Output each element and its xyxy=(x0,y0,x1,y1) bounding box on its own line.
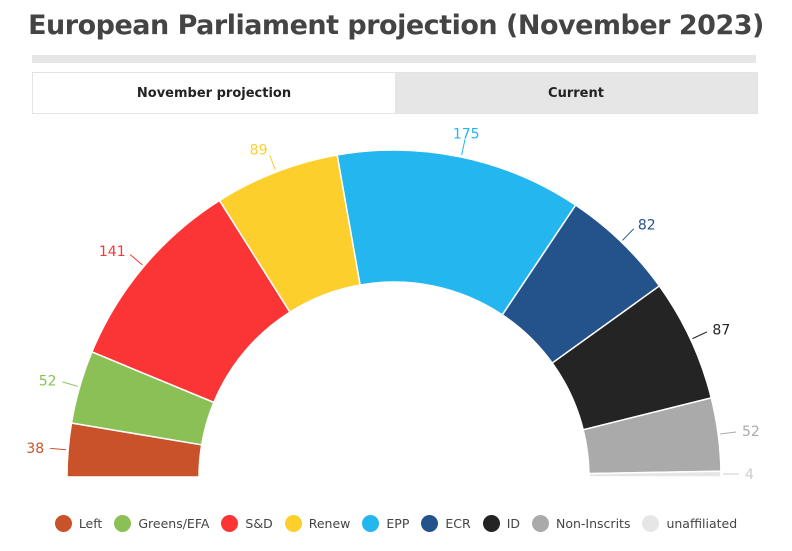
legend-swatch xyxy=(114,514,132,532)
label-connector-epp xyxy=(461,139,466,156)
legend-item-greens-efa[interactable]: Greens/EFA xyxy=(114,514,210,532)
hemicycle-svg: 38 52 141 89 175 82 87 52 4 xyxy=(26,127,760,483)
label-connector-renew xyxy=(269,155,276,171)
legend-label: unaffiliated xyxy=(666,515,738,531)
title-divider xyxy=(32,55,756,63)
projection-tabs: November projection Current xyxy=(32,72,758,114)
label-connector-greens-efa xyxy=(62,381,78,387)
seat-label-greens-efa: 52 xyxy=(39,373,57,389)
legend-item-renew[interactable]: Renew xyxy=(284,514,351,532)
legend-swatch xyxy=(482,514,500,532)
seat-label-s-d: 141 xyxy=(99,244,126,260)
legend-item-epp[interactable]: EPP xyxy=(362,514,410,532)
label-connector-id xyxy=(692,331,708,340)
label-connector-ecr xyxy=(622,228,635,241)
legend-label: Renew xyxy=(308,515,351,531)
legend-item-s-d[interactable]: S&D xyxy=(221,514,273,532)
legend-label: Non-Inscrits xyxy=(556,515,631,531)
legend-item-left[interactable]: Left xyxy=(54,514,103,532)
parliament-chart: 38 52 141 89 175 82 87 52 4 xyxy=(0,120,792,490)
seat-label-ecr: 82 xyxy=(638,218,656,234)
legend-swatch xyxy=(54,514,72,532)
legend-swatch xyxy=(532,514,549,532)
legend-item-non-inscrits[interactable]: Non-Inscrits xyxy=(532,514,631,532)
tab-november-projection[interactable]: November projection xyxy=(33,73,395,113)
seat-label-epp: 175 xyxy=(453,127,480,143)
legend-label: ID xyxy=(506,515,520,531)
seat-label-left: 38 xyxy=(26,441,44,457)
tab-current[interactable]: Current xyxy=(548,85,604,101)
seat-label-non-inscrits: 52 xyxy=(742,424,760,440)
legend-item-ecr[interactable]: ECR xyxy=(421,514,471,532)
legend-label: S&D xyxy=(245,515,273,531)
seat-label-id: 87 xyxy=(712,322,730,338)
legend: Left Greens/EFA S&D Renew EPP ECR ID Non-Inscri… xyxy=(0,510,792,536)
legend-swatch xyxy=(284,514,302,532)
legend-item-id[interactable]: ID xyxy=(482,514,520,532)
legend-label: EPP xyxy=(386,515,410,531)
chart-title: European Parliament projection (November… xyxy=(28,10,764,41)
legend-label: ECR xyxy=(445,515,471,531)
legend-swatch xyxy=(642,514,660,532)
label-connector-left xyxy=(50,447,67,451)
label-connector-s-d xyxy=(129,254,143,266)
legend-swatch xyxy=(362,514,380,532)
legend-swatch xyxy=(221,514,239,532)
legend-label: Left xyxy=(78,515,103,531)
label-connector-non-inscrits xyxy=(720,431,737,435)
legend-swatch xyxy=(421,514,439,532)
seat-label-renew: 89 xyxy=(250,143,268,159)
seat-label-unaffiliated: 4 xyxy=(745,467,754,483)
legend-label: Greens/EFA xyxy=(138,515,210,531)
legend-item-unaffiliated[interactable]: unaffiliated xyxy=(642,514,738,532)
segment-unaffiliated[interactable] xyxy=(588,470,722,478)
